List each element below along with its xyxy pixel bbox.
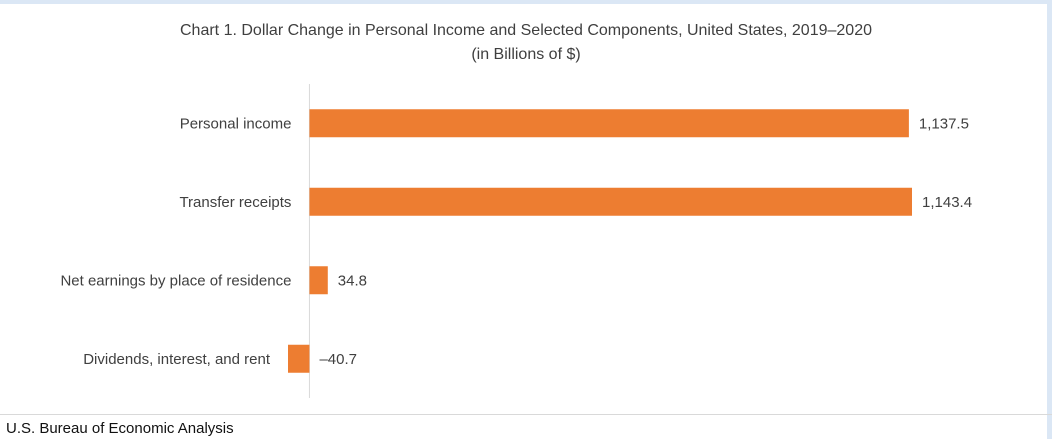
bar [309, 187, 912, 216]
bar [288, 344, 310, 373]
source-note: U.S. Bureau of Economic Analysis [6, 420, 234, 437]
data-label: –40.7 [319, 351, 357, 368]
data-label: 1,137.5 [919, 115, 969, 132]
chart-subtitle: (in Billions of $) [471, 46, 581, 63]
footer-divider [0, 414, 1052, 415]
category-label: Dividends, interest, and rent [83, 351, 271, 368]
category-label: Net earnings by place of residence [60, 272, 291, 289]
category-label: Personal income [180, 115, 292, 132]
data-label: 34.8 [338, 272, 367, 289]
data-label: 1,143.4 [922, 194, 972, 211]
category-label: Transfer receipts [179, 194, 291, 211]
bar [309, 109, 909, 138]
bar [309, 266, 328, 295]
chart-title: Chart 1. Dollar Change in Personal Incom… [180, 22, 872, 39]
